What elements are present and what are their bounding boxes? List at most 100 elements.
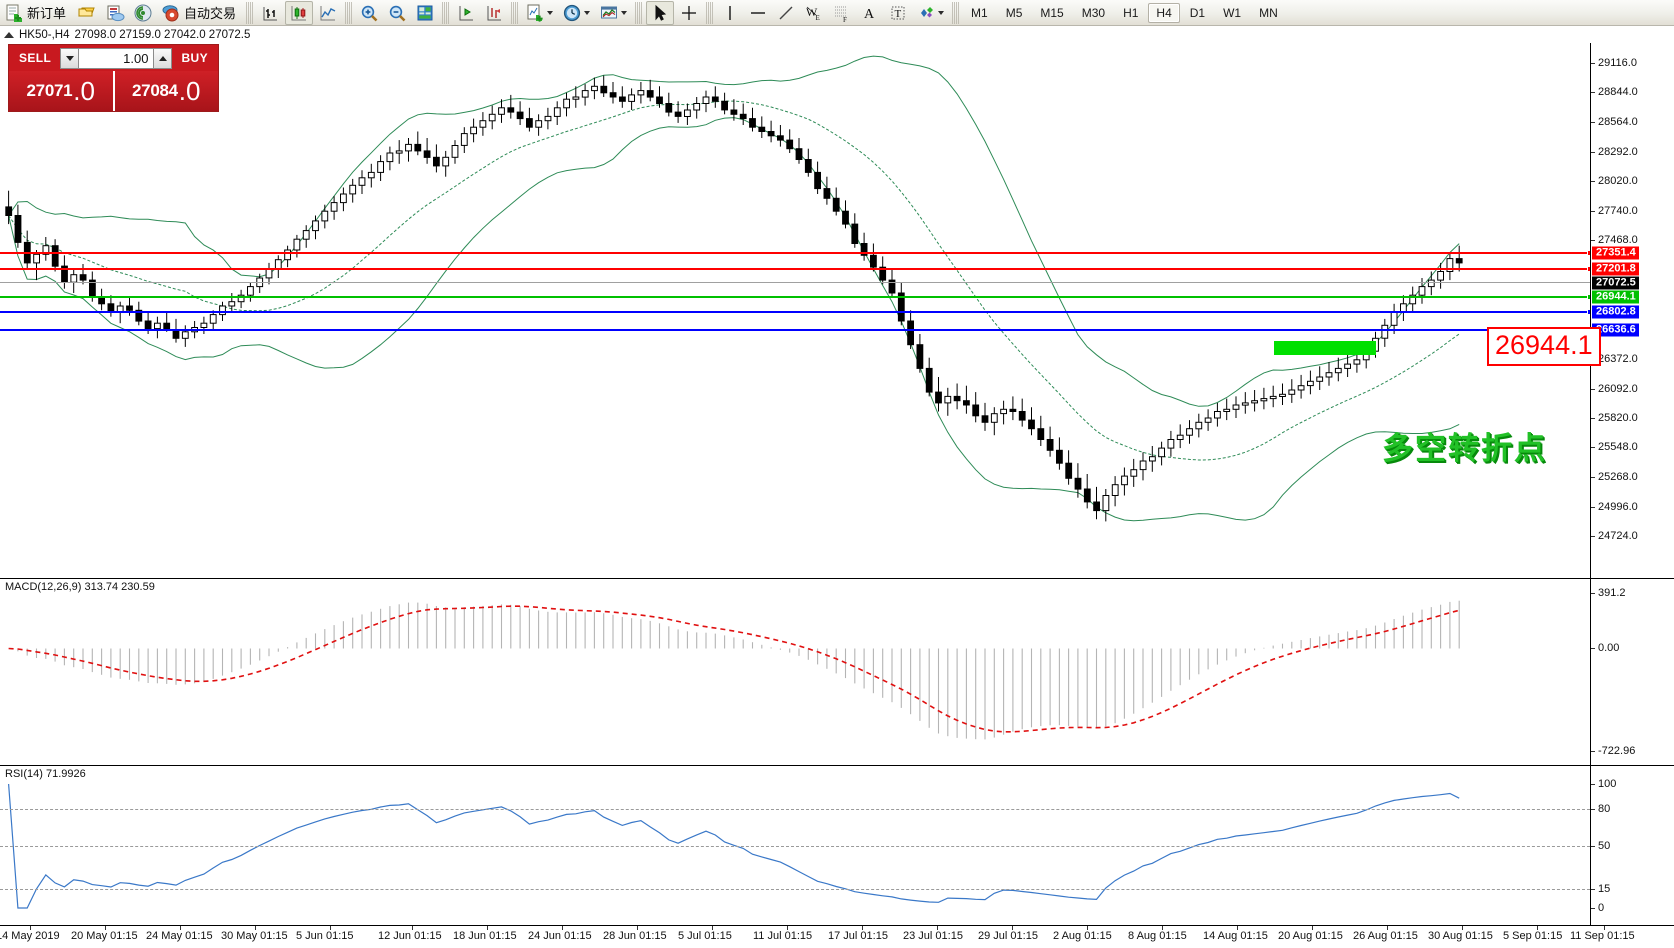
volume-increment-button[interactable] bbox=[153, 47, 173, 69]
timeframe-button-m1[interactable]: M1 bbox=[971, 5, 988, 20]
time-axis-mark bbox=[30, 926, 31, 930]
rsi-pane[interactable]: RSI(14) 71.9926 100 80 50 15 0 bbox=[0, 765, 1674, 925]
period-dropdown-caret[interactable] bbox=[582, 2, 591, 24]
time-axis[interactable]: 14 May 2019 20 May 01:15 24 May 01:15 30 Ma… bbox=[0, 925, 1674, 948]
label-tool-button[interactable]: T bbox=[885, 1, 911, 25]
cursor-tool-button[interactable] bbox=[646, 0, 675, 25]
price-candles-svg bbox=[5, 55, 1463, 522]
buy-button[interactable]: 27084 .0 bbox=[114, 71, 218, 111]
rsi-canvas[interactable] bbox=[0, 766, 1674, 925]
macd-pane[interactable]: MACD(12,26,9) 313.74 230.59 391.2 0.00 -72… bbox=[0, 578, 1674, 765]
crosshair-icon bbox=[679, 3, 699, 23]
time-axis-tick: 5 Jun 01:15 bbox=[296, 930, 354, 942]
time-axis-mark bbox=[1162, 926, 1163, 930]
one-click-trading-panel: SELL 1.00 BUY 27071 .0 27084 .0 bbox=[8, 44, 219, 112]
shapes-tool-button[interactable] bbox=[913, 1, 948, 25]
auto-scroll-icon bbox=[484, 3, 504, 23]
time-axis-tick: 30 May 01:15 bbox=[221, 930, 288, 942]
signals-icon bbox=[133, 3, 153, 23]
trendline-tool-button[interactable] bbox=[773, 1, 799, 25]
horizontal-line-icon bbox=[748, 3, 768, 23]
auto-scroll-button[interactable] bbox=[481, 1, 507, 25]
fibonacci-tool-button[interactable]: F bbox=[829, 1, 855, 25]
level-line[interactable] bbox=[0, 250, 1593, 257]
crosshair-tool-button[interactable] bbox=[676, 1, 702, 25]
folder-button[interactable] bbox=[74, 1, 100, 25]
vertical-line-tool-button[interactable] bbox=[717, 1, 743, 25]
text-tool-button[interactable]: A bbox=[857, 1, 883, 25]
time-axis-mark bbox=[1087, 926, 1088, 930]
main-toolbar: 新订单 bbox=[0, 0, 1674, 26]
shift-end-icon bbox=[456, 3, 476, 23]
shift-end-button[interactable] bbox=[453, 1, 479, 25]
rsi-level-line bbox=[0, 846, 1590, 847]
label-icon: T bbox=[888, 3, 908, 23]
templates-button[interactable] bbox=[596, 1, 631, 25]
templates-dropdown-caret[interactable] bbox=[619, 2, 628, 24]
publish-button[interactable] bbox=[102, 1, 128, 25]
timeframe-button-m30[interactable]: M30 bbox=[1081, 5, 1106, 20]
timeframe-button-m5[interactable]: M5 bbox=[1005, 5, 1023, 20]
zoom-in-button[interactable] bbox=[356, 1, 382, 25]
new-order-button[interactable]: 新订单 bbox=[1, 1, 72, 25]
price-level-label-resistance[interactable]: 27201.8 bbox=[1592, 262, 1639, 276]
level-line[interactable] bbox=[0, 327, 1593, 334]
time-axis-mark bbox=[1537, 926, 1538, 930]
rsi-axis-tick: 50 bbox=[1590, 840, 1611, 852]
rsi-axis-tick: 100 bbox=[1590, 778, 1617, 790]
macd-canvas[interactable] bbox=[0, 579, 1674, 765]
price-level-label-last-price[interactable]: 27072.5 bbox=[1592, 276, 1639, 290]
svg-text:E: E bbox=[816, 14, 820, 22]
timeframe-button-h4[interactable]: H4 bbox=[1148, 2, 1180, 23]
auto-trading-button[interactable]: 自动交易 bbox=[158, 1, 242, 25]
volume-stepper[interactable]: 1.00 bbox=[60, 47, 173, 69]
sell-button[interactable]: 27071 .0 bbox=[9, 71, 115, 111]
toolbar-separator bbox=[442, 1, 450, 24]
shapes-dropdown-caret[interactable] bbox=[936, 2, 945, 24]
price-level-label-support[interactable]: 26636.6 bbox=[1592, 323, 1639, 337]
elliott-wave-tool-button[interactable]: W E bbox=[801, 1, 827, 25]
volume-input[interactable]: 1.00 bbox=[79, 47, 154, 69]
time-axis-mark bbox=[637, 926, 638, 930]
level-line[interactable] bbox=[0, 293, 1593, 300]
level-line[interactable] bbox=[0, 309, 1593, 316]
signals-button[interactable] bbox=[130, 1, 156, 25]
time-axis-mark bbox=[1312, 926, 1313, 930]
price-chart-pane[interactable]: 26944.1 多空转折点 29116.0 28844.0 28564.0 28292… bbox=[0, 43, 1674, 578]
timeframe-button-mn[interactable]: MN bbox=[1259, 5, 1278, 20]
period-button[interactable] bbox=[559, 1, 594, 25]
zoom-out-button[interactable] bbox=[384, 1, 410, 25]
price-level-label-support[interactable]: 26802.8 bbox=[1592, 305, 1639, 319]
level-line[interactable] bbox=[0, 282, 1590, 284]
price-level-label-pivot[interactable]: 26944.1 bbox=[1592, 290, 1639, 304]
price-axis-tick: 27740.0 bbox=[1591, 205, 1638, 218]
indicators-button[interactable] bbox=[522, 1, 557, 25]
line-chart-button[interactable] bbox=[315, 1, 341, 25]
tile-windows-button[interactable] bbox=[412, 1, 438, 25]
chart-ohlc-label: 27098.0 27159.0 27042.0 27072.5 bbox=[74, 29, 251, 41]
time-axis-tick: 14 May 2019 bbox=[0, 930, 60, 942]
timeframe-button-w1[interactable]: W1 bbox=[1223, 5, 1242, 20]
time-axis-mark bbox=[330, 926, 331, 930]
time-axis-tick: 2 Aug 01:15 bbox=[1053, 930, 1112, 942]
collapse-triangle-icon[interactable] bbox=[4, 32, 14, 38]
price-level-label-resistance[interactable]: 27351.4 bbox=[1592, 246, 1639, 260]
auto-trading-icon bbox=[161, 3, 181, 23]
time-axis-mark bbox=[937, 926, 938, 930]
time-axis-tick: 20 May 01:15 bbox=[71, 930, 138, 942]
price-axis-tick: 24724.0 bbox=[1591, 530, 1638, 542]
price-axis[interactable]: 29116.0 28844.0 28564.0 28292.0 28020.0 27740… bbox=[1590, 43, 1674, 578]
price-axis-tick: 27468.0 bbox=[1591, 234, 1638, 247]
bar-chart-button[interactable] bbox=[257, 1, 283, 25]
timeframe-button-h1[interactable]: H1 bbox=[1123, 5, 1139, 20]
horizontal-line-tool-button[interactable] bbox=[745, 1, 771, 25]
timeframe-button-d1[interactable]: D1 bbox=[1189, 5, 1206, 20]
candlestick-chart-button[interactable] bbox=[285, 0, 314, 25]
price-chart-canvas[interactable]: 26944.1 多空转折点 bbox=[0, 43, 1674, 578]
timeframe-button-m15[interactable]: M15 bbox=[1040, 5, 1064, 20]
time-axis-tick: 20 Aug 01:15 bbox=[1278, 930, 1343, 942]
indicators-dropdown-caret[interactable] bbox=[545, 2, 554, 24]
level-line[interactable] bbox=[0, 266, 1593, 273]
volume-decrement-button[interactable] bbox=[60, 47, 80, 69]
time-axis-mark bbox=[412, 926, 413, 930]
